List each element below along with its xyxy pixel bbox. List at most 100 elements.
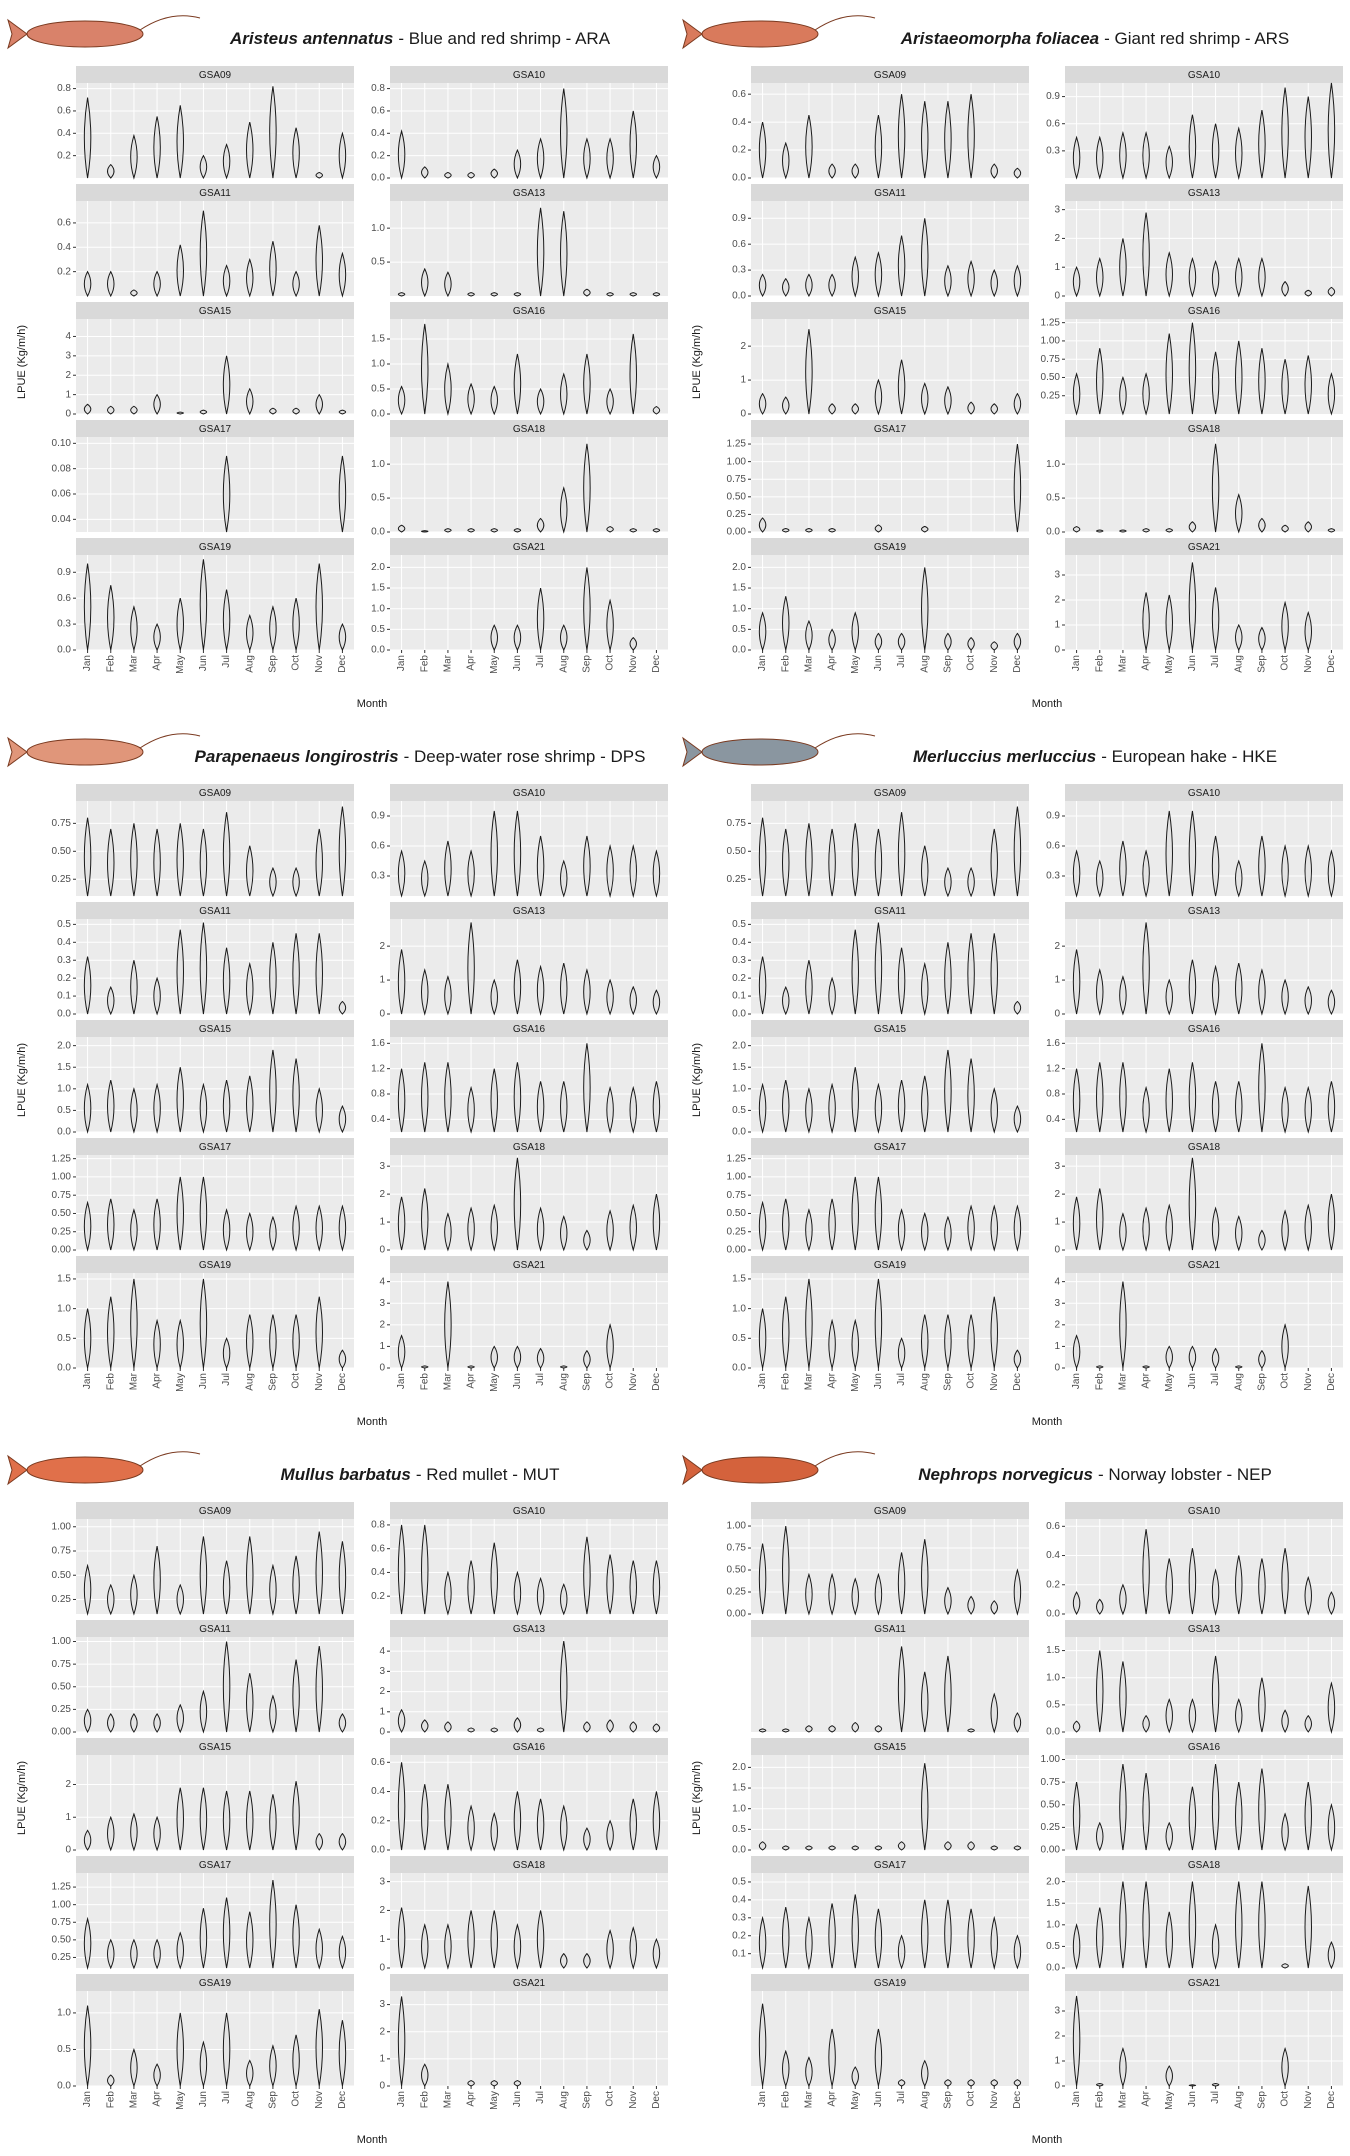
facet: GSA18 0.0 0.5 1.0 1.5 2.0 [1046, 1856, 1343, 1974]
violin [107, 1815, 115, 1852]
x-tick-label: Dec [1012, 1373, 1023, 1391]
x-tick-label: Jun [512, 1373, 523, 1389]
violin [1165, 1698, 1173, 1734]
x-tick-label: May [175, 2091, 186, 2110]
violin [199, 1082, 208, 1134]
violin [1258, 835, 1266, 897]
violin [606, 1085, 614, 1134]
violin [1327, 1940, 1336, 1970]
plot-panel [1065, 83, 1343, 178]
violin [1165, 1345, 1173, 1369]
violin [874, 378, 883, 416]
y-tick-label: 0 [1054, 1363, 1060, 1374]
violin [782, 1906, 790, 1969]
x-tick-label: Apr [827, 1372, 838, 1388]
violin [292, 2034, 300, 2087]
violin [338, 622, 347, 652]
plot-panel [76, 1991, 354, 2086]
y-tick-label: 0.25 [52, 1952, 72, 1963]
violin [758, 517, 767, 533]
violin [199, 1278, 208, 1369]
plot-panel [1065, 919, 1343, 1014]
y-tick-label: 0.00 [1041, 1845, 1061, 1856]
y-tick-label: 2 [1054, 941, 1060, 952]
facet-label: GSA21 [1188, 1260, 1221, 1271]
y-tick-label: 1.0 [371, 459, 385, 470]
violin [606, 978, 614, 1016]
species-panel: Nephrops norvegicus - Norway lobster - NE… [682, 1451, 1343, 2146]
facet-strip [76, 184, 354, 201]
violin [467, 1804, 475, 1852]
y-tick-label: 0.0 [371, 527, 385, 538]
violin [782, 1296, 790, 1369]
violin [338, 409, 347, 415]
violin [1235, 1215, 1243, 1252]
violin [1188, 1157, 1197, 1251]
violin [828, 163, 836, 179]
violin [897, 632, 906, 651]
violin [153, 1082, 161, 1134]
violin [1072, 1782, 1081, 1851]
y-tick-label: 1.0 [732, 1303, 746, 1314]
facet-label: GSA18 [1188, 1142, 1221, 1153]
y-tick-label: 0.8 [371, 83, 385, 94]
facet-label: GSA13 [513, 188, 546, 199]
facet-strip [1065, 1974, 1343, 1991]
violin [1327, 989, 1336, 1016]
plot-panel [76, 1037, 354, 1132]
violin [874, 922, 883, 1015]
violin [176, 1067, 184, 1133]
violin [1304, 1714, 1312, 1733]
violin [944, 1314, 952, 1369]
x-tick-label: Jun [873, 2091, 884, 2107]
violin [490, 1542, 498, 1615]
violin [1013, 392, 1022, 415]
x-tick-label: Aug [919, 1373, 930, 1391]
y-tick-label: 0.0 [732, 1127, 746, 1138]
violin [921, 525, 929, 533]
facet-label: GSA15 [199, 1024, 232, 1035]
illustration-antenna [814, 1451, 876, 1467]
violin [1119, 375, 1127, 416]
violin [1072, 949, 1081, 1015]
violin [652, 1194, 661, 1251]
panel-title: Aristaeomorpha foliacea - Giant red shrim… [900, 29, 1290, 48]
violin [1327, 372, 1336, 416]
x-tick-label: Nov [628, 1373, 639, 1391]
violin [1165, 528, 1173, 533]
violin [874, 251, 883, 298]
y-tick-label: 1.0 [1046, 1672, 1060, 1683]
x-tick-label: Jan [396, 2091, 407, 2107]
violin [944, 1215, 952, 1252]
violin [397, 1762, 406, 1851]
violin [1258, 257, 1266, 298]
y-tick-label: 0.50 [52, 1681, 72, 1692]
y-tick-label: 1.5 [732, 1783, 746, 1794]
violin [421, 968, 429, 1016]
violin [130, 1573, 138, 1616]
violin [1096, 1821, 1104, 1852]
facet: GSA21 0 1 2 3 4 Jan Feb Mar Apr May Jun Jul Aug Sep Oct… [379, 1256, 668, 1392]
y-tick-label: 0.75 [727, 1543, 747, 1554]
species-panel: Mullus barbatus - Red mullet - MUT LPUE (K… [7, 1451, 668, 2146]
violin [338, 1541, 347, 1615]
violin [583, 443, 591, 533]
violin [851, 823, 859, 897]
y-tick-label: 2.0 [732, 1040, 746, 1051]
violin [828, 828, 836, 897]
violin [897, 1552, 906, 1615]
y-tick-label: 0.0 [57, 2081, 71, 2092]
y-tick-label: 0.5 [371, 493, 385, 504]
violin [782, 1198, 790, 1251]
violin [652, 154, 661, 179]
violin [606, 1819, 614, 1852]
violin [921, 1539, 929, 1615]
violin [560, 1365, 568, 1369]
y-tick-label: 1 [379, 975, 385, 986]
y-tick-label: 0.6 [371, 1543, 385, 1554]
species-name: Parapenaeus longirostris [195, 747, 399, 766]
x-tick-label: Aug [244, 1373, 255, 1391]
y-tick-label: 0.5 [371, 257, 385, 268]
violin [222, 1337, 231, 1370]
violin [1072, 1334, 1081, 1370]
